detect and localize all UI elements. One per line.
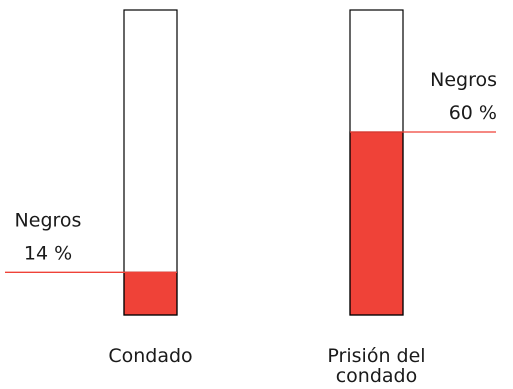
bar-outline-0 [123,9,178,316]
bar-outline-1 [349,9,404,316]
series-label-1: Negros [430,69,497,91]
value-label-1: 60 % [449,102,497,124]
series-label-0: Negros [15,209,82,231]
category-label-1-line-0: Prisión del [327,345,425,367]
bars-group [123,9,404,316]
bar-fill-0 [123,271,178,316]
labels-group: Negros 14 % Condado Negros 60 % Prisión delco… [5,69,497,387]
category-label-0: Condado [108,345,192,367]
bar-fill-1 [349,131,404,316]
value-label-0: 14 % [24,242,72,264]
category-label-1-line-1: condado [336,365,418,387]
